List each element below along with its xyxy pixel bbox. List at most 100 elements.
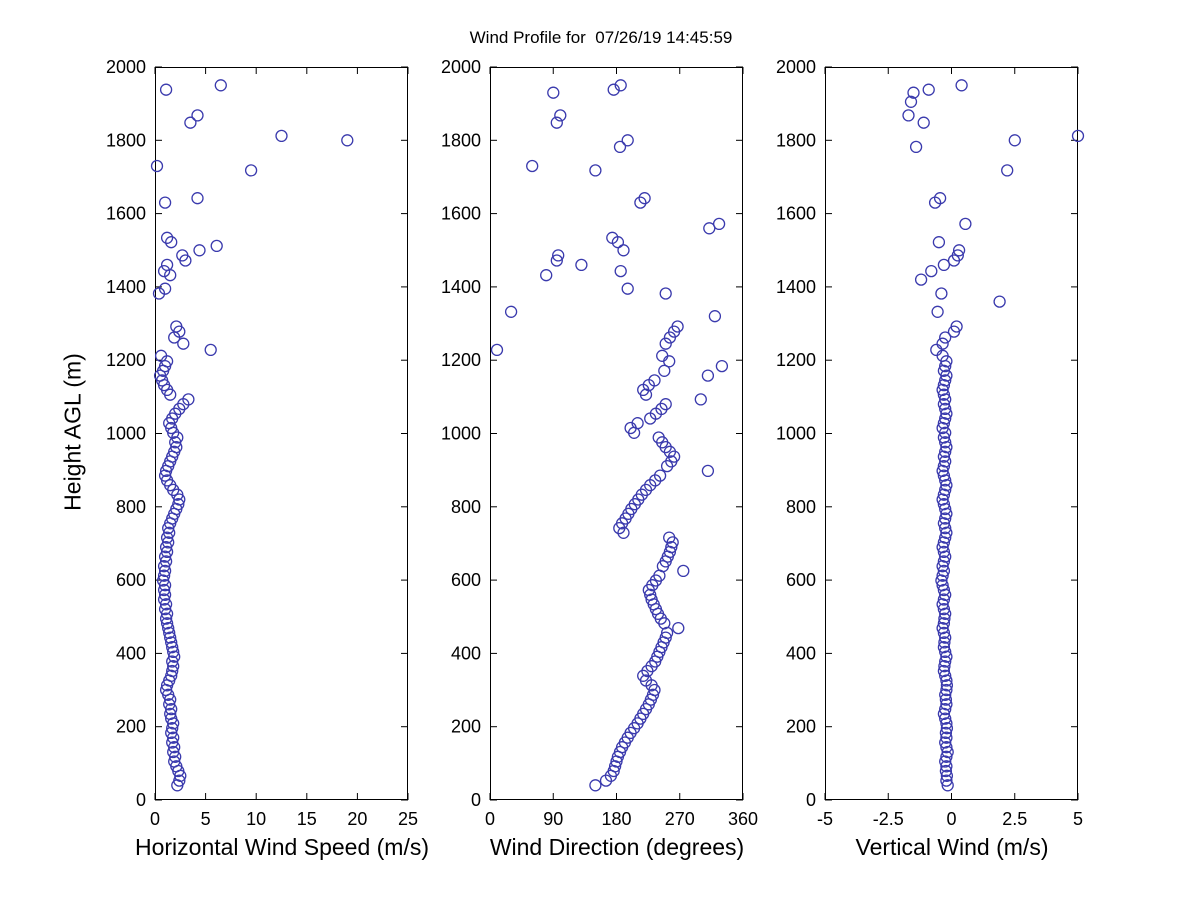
y-tick-label: 2000 (776, 57, 816, 77)
data-point (922, 83, 935, 96)
data-point (937, 602, 951, 616)
data-point (210, 239, 223, 253)
data-point (677, 564, 690, 578)
data-point (659, 287, 672, 300)
y-tick-label: 1800 (106, 130, 146, 150)
data-point (937, 469, 951, 482)
data-point (712, 217, 726, 231)
data-point (165, 669, 178, 682)
data-point (613, 140, 627, 154)
data-point (939, 764, 953, 778)
data-point (550, 254, 563, 267)
y-tick-label: 1000 (106, 424, 146, 444)
data-point (156, 574, 170, 587)
vertical-wind-panel: -5 -2.5 0 2.5 5 0 200 400 600 800 1000 1200 1400 1600… (776, 57, 1085, 829)
y-tick-label: 400 (116, 643, 146, 663)
data-point (930, 343, 943, 357)
data-point (939, 436, 952, 449)
y-tick-label: 1400 (776, 277, 816, 297)
data-point (939, 688, 952, 701)
data-point (939, 712, 952, 725)
data-point (154, 349, 168, 362)
data-point (909, 140, 923, 154)
y-tick-label: 1200 (106, 350, 146, 370)
data-point (907, 86, 920, 99)
data-point (656, 349, 669, 362)
data-point (165, 236, 178, 249)
data-point (938, 636, 951, 649)
x-tick-label: 15 (297, 809, 317, 829)
data-point (648, 374, 661, 387)
y-tick-label: 400 (786, 643, 816, 663)
data-point (931, 305, 944, 318)
data-point (170, 440, 183, 454)
data-point (939, 726, 953, 740)
data-point (164, 631, 177, 644)
data-point (939, 445, 952, 458)
data-point (937, 388, 951, 401)
data-point (715, 359, 729, 373)
data-point (646, 688, 660, 701)
data-point (939, 736, 952, 749)
data-point (703, 222, 716, 235)
data-point (939, 402, 952, 416)
data-point (935, 287, 948, 300)
data-point (663, 355, 676, 368)
data-point (938, 612, 951, 625)
x-tick-label: 0 (485, 809, 495, 829)
data-point (936, 569, 949, 582)
data-point (158, 196, 172, 209)
data-point (162, 621, 175, 635)
data-point (193, 244, 206, 257)
data-point (937, 398, 951, 411)
data-point (935, 574, 948, 587)
x-axis-label-horizontal-wind: Horizontal Wind Speed (m/s) (135, 834, 429, 860)
data-point (937, 258, 951, 272)
data-point (158, 282, 172, 295)
data-point (157, 593, 171, 606)
data-point (708, 310, 722, 323)
data-point (940, 717, 953, 730)
data-point (937, 545, 951, 559)
data-point (150, 159, 164, 173)
x-tick-label: 25 (398, 809, 418, 829)
data-point (937, 626, 951, 640)
data-point (659, 631, 672, 644)
chart-title: Wind Profile for 07/26/19 14:45:59 (469, 28, 733, 47)
data-point (937, 593, 951, 606)
data-point (1071, 129, 1085, 143)
data-point (173, 402, 186, 416)
data-point (936, 579, 949, 592)
data-point (617, 244, 630, 257)
data-point (940, 731, 953, 744)
data-point (940, 741, 953, 754)
data-point (941, 745, 954, 759)
y-tick-label: 1400 (441, 277, 481, 297)
data-point (937, 459, 951, 473)
y-axis-label: Height AGL (m) (59, 353, 86, 511)
data-point (936, 337, 949, 350)
data-point (177, 337, 190, 350)
data-point (917, 116, 930, 129)
x-tick-label: 10 (246, 809, 266, 829)
data-point (659, 398, 672, 411)
data-point (166, 722, 179, 735)
data-point (939, 521, 952, 535)
y-tick-label: 800 (116, 497, 146, 517)
y-tick-label: 400 (451, 643, 481, 663)
data-point (938, 660, 951, 673)
y-tick-label: 200 (116, 717, 146, 737)
axes-box (490, 67, 743, 800)
data-point (993, 295, 1006, 308)
data-point (937, 707, 951, 721)
data-point (939, 455, 952, 468)
data-point (163, 526, 176, 539)
y-tick-label: 0 (471, 790, 481, 810)
wind-direction-panel: 0 90 180 270 360 0 200 400 600 800 1000 1200 1400 160… (441, 57, 758, 829)
data-point (244, 164, 258, 177)
data-point (941, 779, 954, 792)
y-tick-label: 200 (786, 717, 816, 737)
data-point (490, 343, 504, 357)
data-point (658, 364, 671, 377)
